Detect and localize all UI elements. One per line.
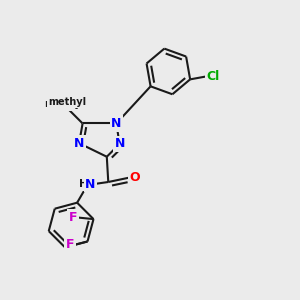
Text: N: N bbox=[74, 137, 84, 150]
Text: N: N bbox=[111, 117, 122, 130]
Text: methyl: methyl bbox=[49, 97, 87, 107]
Text: N: N bbox=[114, 137, 125, 150]
Text: methyl: methyl bbox=[44, 99, 85, 109]
Text: H: H bbox=[79, 179, 88, 189]
Text: N: N bbox=[85, 178, 96, 190]
Text: F: F bbox=[69, 211, 78, 224]
Text: F: F bbox=[66, 238, 74, 251]
Text: Cl: Cl bbox=[206, 70, 220, 83]
Text: O: O bbox=[130, 171, 140, 184]
